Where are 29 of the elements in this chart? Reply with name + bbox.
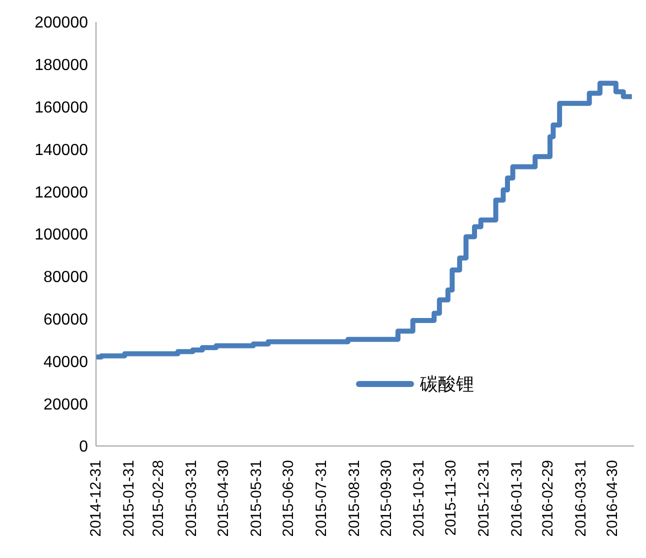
x-tick-label: 2015-07-31 xyxy=(312,460,330,537)
x-tick-label: 2015-05-31 xyxy=(248,460,266,537)
x-tick-label: 2015-11-30 xyxy=(442,460,460,536)
y-tick-label: 0 xyxy=(79,438,88,456)
x-tick-label: 2016-04-30 xyxy=(604,460,622,537)
x-tick-label: 2015-08-31 xyxy=(346,460,363,537)
x-tick-label: 2014-12-31 xyxy=(88,460,104,537)
x-tick-label: 2015-06-30 xyxy=(280,460,297,537)
y-tick-label: 100000 xyxy=(34,226,88,244)
y-tick-label: 80000 xyxy=(44,269,88,286)
x-tick-label: 2015-02-28 xyxy=(150,460,168,537)
y-tick-label: 200000 xyxy=(34,14,88,32)
y-tick-label: 180000 xyxy=(34,57,88,74)
y-tick-label: 140000 xyxy=(34,142,88,159)
x-tick-label: 2016-02-29 xyxy=(539,460,556,537)
x-tick-label: 2015-10-31 xyxy=(410,460,428,537)
x-tick-label: 2016-03-31 xyxy=(572,460,590,537)
y-tick-label: 120000 xyxy=(34,184,88,202)
x-tick-label: 2015-12-31 xyxy=(476,460,493,537)
x-tick-label: 2015-01-31 xyxy=(120,460,138,537)
legend-label: 碳酸锂 xyxy=(420,373,474,396)
y-tick-label: 40000 xyxy=(44,354,88,371)
y-tick-label: 60000 xyxy=(44,311,88,328)
x-tick-label: 2015-04-30 xyxy=(215,460,232,537)
y-tick-label: 20000 xyxy=(44,396,88,414)
y-tick-label: 160000 xyxy=(34,99,88,116)
x-tick-label: 2015-03-31 xyxy=(183,460,200,537)
x-tick-label: 2016-01-31 xyxy=(508,460,526,537)
x-tick-label: 2015-09-30 xyxy=(378,460,395,537)
